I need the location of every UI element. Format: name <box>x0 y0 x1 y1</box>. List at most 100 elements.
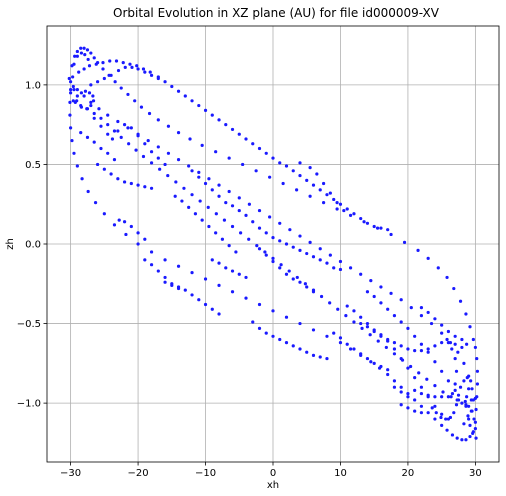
data-point <box>400 357 403 360</box>
data-point <box>99 147 102 150</box>
data-point <box>116 120 119 123</box>
data-point <box>328 301 331 304</box>
data-point <box>325 193 328 196</box>
data-point <box>123 220 126 223</box>
data-point <box>433 317 436 320</box>
data-point <box>93 112 96 115</box>
data-point <box>474 427 477 430</box>
data-point <box>440 395 443 398</box>
data-point <box>143 142 146 145</box>
data-point <box>319 188 322 191</box>
data-point <box>258 327 261 330</box>
data-point <box>439 416 442 419</box>
data-point <box>80 106 83 109</box>
data-point <box>68 114 71 117</box>
data-point <box>406 392 409 395</box>
data-point <box>403 241 406 244</box>
data-point <box>130 66 133 69</box>
data-point <box>80 177 83 180</box>
data-point <box>305 252 308 255</box>
data-point <box>271 309 274 312</box>
data-point <box>460 438 463 441</box>
data-point <box>244 297 247 300</box>
data-point <box>204 303 207 306</box>
data-point <box>475 357 478 360</box>
data-point <box>449 416 452 419</box>
data-point <box>79 131 82 134</box>
data-point <box>464 438 467 441</box>
data-point <box>190 293 193 296</box>
data-point <box>238 209 241 212</box>
data-point <box>433 395 436 398</box>
data-point <box>466 376 469 379</box>
data-point <box>451 392 454 395</box>
y-tick-label: −0.5 <box>17 319 41 330</box>
data-point <box>469 379 472 382</box>
data-point <box>263 250 266 253</box>
data-point <box>359 273 362 276</box>
data-point <box>126 126 129 129</box>
data-point <box>133 99 136 102</box>
data-point <box>93 141 96 144</box>
data-point <box>467 387 470 390</box>
data-point <box>389 292 392 295</box>
data-point <box>319 355 322 358</box>
data-point <box>454 343 457 346</box>
data-point <box>474 437 477 440</box>
data-point <box>312 354 315 357</box>
data-point <box>231 290 234 293</box>
data-point <box>76 88 79 91</box>
data-point <box>466 414 469 417</box>
data-point <box>386 228 389 231</box>
data-point <box>339 341 342 344</box>
data-point <box>312 290 315 293</box>
data-point <box>87 190 90 193</box>
data-point <box>268 176 271 179</box>
data-point <box>214 231 217 234</box>
data-point <box>142 67 145 70</box>
data-point <box>92 99 95 102</box>
data-point <box>101 61 104 64</box>
data-point <box>197 176 200 179</box>
y-tick-label: 0.0 <box>25 240 41 251</box>
data-point <box>268 215 271 218</box>
data-point <box>96 80 99 83</box>
data-point <box>182 187 185 190</box>
data-point <box>433 384 436 387</box>
data-point <box>431 406 434 409</box>
data-point <box>298 249 301 252</box>
data-point <box>148 112 151 115</box>
data-point <box>72 63 75 66</box>
data-point <box>170 284 173 287</box>
data-point <box>413 376 416 379</box>
data-point <box>440 341 443 344</box>
data-point <box>447 341 450 344</box>
data-point <box>177 287 180 290</box>
data-point <box>244 214 247 217</box>
data-point <box>413 409 416 412</box>
data-point <box>298 161 301 164</box>
data-point <box>440 424 443 427</box>
data-point <box>468 435 471 438</box>
data-point <box>369 279 372 282</box>
data-point <box>459 386 462 389</box>
data-point <box>93 117 96 120</box>
data-point <box>413 349 416 352</box>
data-point <box>143 238 146 241</box>
data-point <box>217 261 220 264</box>
x-tick-label: 20 <box>402 468 415 479</box>
data-point <box>349 214 352 217</box>
data-point <box>72 85 75 88</box>
data-point <box>106 152 109 155</box>
data-point <box>349 347 352 350</box>
data-point <box>207 177 210 180</box>
data-point <box>296 276 299 279</box>
data-point <box>292 246 295 249</box>
data-point <box>295 188 298 191</box>
data-point <box>135 64 138 67</box>
data-point <box>68 101 71 104</box>
data-point <box>420 392 423 395</box>
data-point <box>320 295 323 298</box>
data-point <box>113 158 116 161</box>
data-point <box>285 341 288 344</box>
